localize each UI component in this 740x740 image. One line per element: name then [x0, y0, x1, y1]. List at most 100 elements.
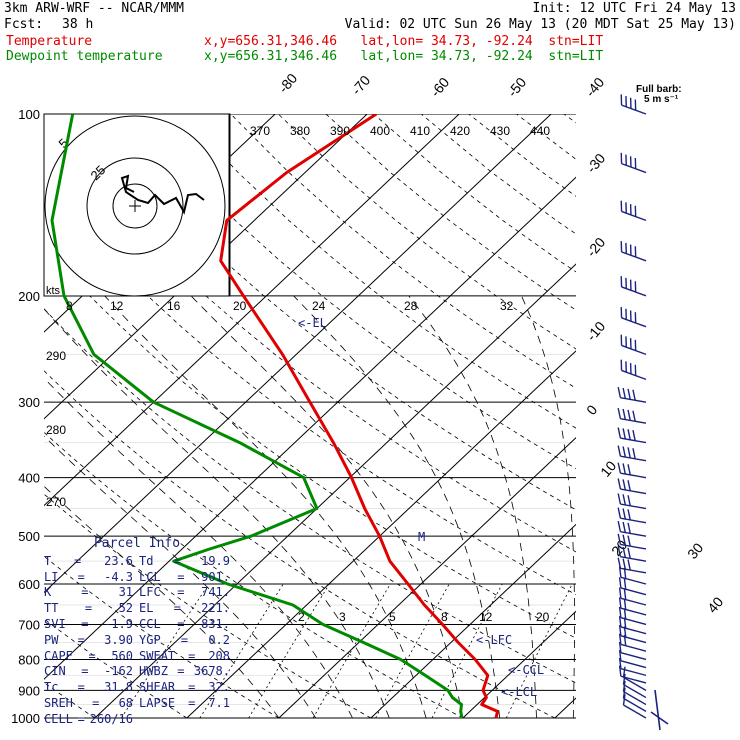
pressure-tick-label: 400 [18, 471, 40, 486]
parcel-row: Tc = 31.8 SHEAR = 32. [44, 680, 230, 695]
wind-barb [622, 687, 647, 712]
init-time: Init: 12 UTC Fri 24 May 13 [532, 1, 737, 16]
dry-adiabat [44, 493, 372, 719]
pressure-tick-label: 500 [18, 529, 40, 544]
hodograph-frame [43, 113, 231, 297]
wind-barb [617, 427, 647, 444]
parcel-row: K = 31 LFC = 741. [44, 585, 230, 600]
parcel-value: 208 [208, 648, 230, 663]
temperature-line [219, 114, 499, 719]
isotherm-label: -50 [504, 74, 529, 100]
wind-barb [618, 633, 647, 652]
wind-barb [618, 597, 647, 616]
dry-adiabat [563, 114, 576, 124]
wind-barb [620, 152, 647, 174]
hodograph-trace [120, 174, 205, 215]
isotherm-line [370, 523, 576, 719]
dry-adiabat [44, 555, 280, 719]
parcel-row: LI = -4.3 LCL = 901. [44, 569, 230, 584]
isotherm-line [44, 114, 368, 420]
mixing-ratio-label: 3 [339, 610, 346, 624]
parcel-key: PW [44, 632, 59, 647]
parcel-row: T = 23.6 Td = 19.9 [44, 553, 230, 568]
theta-label: 400 [370, 124, 390, 138]
moist-adiabat [104, 295, 427, 719]
surface-barb [650, 711, 669, 725]
isotherm-label: -40 [582, 74, 607, 100]
parcel-key: LFC [139, 585, 161, 600]
parcel-value: -1.9 [104, 616, 134, 631]
wind-barb [620, 307, 647, 328]
isotherm-label: -10 [583, 318, 608, 344]
parcel-value: 68 [118, 695, 134, 710]
parcel-key: HWBZ [139, 664, 168, 679]
dry-adiabat [659, 114, 740, 718]
parcel-key: CAPE [44, 648, 73, 663]
dewpoint-legend: Dewpoint temperature [6, 49, 163, 64]
parcel-key: CCL [139, 616, 161, 631]
wind-barb [622, 666, 647, 691]
hodo-units: kts [46, 285, 61, 297]
theta-low-label: 290 [46, 349, 66, 363]
parcel-value: 741. [201, 585, 230, 600]
theta-label: 410 [410, 124, 430, 138]
theta-label: 390 [330, 124, 350, 138]
isotherm-line [44, 176, 576, 680]
parcel-key: SREH [44, 695, 73, 710]
parcel-row: CELL = 260/16 [44, 711, 134, 726]
pressure-tick-label: 100 [18, 107, 40, 122]
mixing-ratio-label: 2 [298, 610, 305, 624]
parcel-value: 31.8 [104, 680, 134, 695]
model-title: 3km ARW-WRF -- NCAR/MMM [4, 1, 185, 16]
parcel-value: 7.1 [208, 695, 230, 710]
wind-barb [617, 507, 647, 524]
mixing-ratio-line [120, 583, 210, 719]
wind-barb [618, 566, 647, 585]
dewpoint-coords: x,y=656.31,346.46 lat,lon= 34.73, -92.24… [204, 49, 604, 64]
mixing-ratio-line [505, 583, 573, 719]
isotherm-label: -30 [583, 150, 608, 176]
parcel-key: Td [139, 553, 154, 568]
parcel-row: PW = 3.90 YGP = 0.2 [44, 632, 230, 647]
dry-adiabat [44, 245, 576, 639]
mixing-ratio-line [375, 583, 450, 719]
isotherm-line [462, 610, 576, 719]
parcel-value: 23.6 [104, 553, 134, 568]
dry-adiabat [278, 114, 576, 350]
pressure-tick-label: 900 [18, 683, 40, 698]
wind-key-title: Full barb: [636, 84, 682, 95]
parcel-key: YGP [139, 632, 161, 647]
parcel-key: LAPSE [139, 695, 176, 710]
isotherm-label: 0 [583, 402, 600, 418]
tc-label: 24 [312, 299, 326, 313]
pressure-tick-label: 700 [18, 617, 40, 632]
wind-barb [622, 673, 647, 699]
parcel-value: 32. [208, 680, 230, 695]
pressure-tick-label: 300 [18, 395, 40, 410]
wind-barb [617, 478, 647, 495]
parcel-value: 3.90 [104, 632, 134, 647]
parcel-key: SWEAT [139, 648, 176, 663]
wind-barb [617, 533, 647, 550]
isotherm-label: 40 [704, 594, 726, 616]
mixing-ratio-label: 5 [389, 610, 396, 624]
wind-barb [617, 462, 647, 479]
dry-adiabat [44, 431, 464, 719]
parcel-info-title: Parcel Info [93, 536, 181, 551]
surface-barb [654, 689, 661, 731]
temperature-legend: Temperature [6, 34, 93, 49]
dry-adiabat [44, 370, 556, 719]
parcel-key: CELL [44, 711, 73, 726]
theta-label: 430 [490, 124, 510, 138]
isotherm-line [278, 437, 576, 719]
parcel-key: SVI [44, 616, 66, 631]
wind-barb [620, 276, 647, 297]
parcel-row: CAPE = 560 SWEAT = 208 [44, 648, 230, 663]
wind-barb [618, 606, 647, 626]
dry-adiabat [325, 114, 576, 311]
parcel-value: 0.2 [208, 632, 230, 647]
mixing-ratio-line [312, 583, 391, 719]
dry-adiabat [44, 182, 576, 596]
parcel-value: 3678. [193, 664, 230, 679]
theta-label: 380 [290, 124, 310, 138]
